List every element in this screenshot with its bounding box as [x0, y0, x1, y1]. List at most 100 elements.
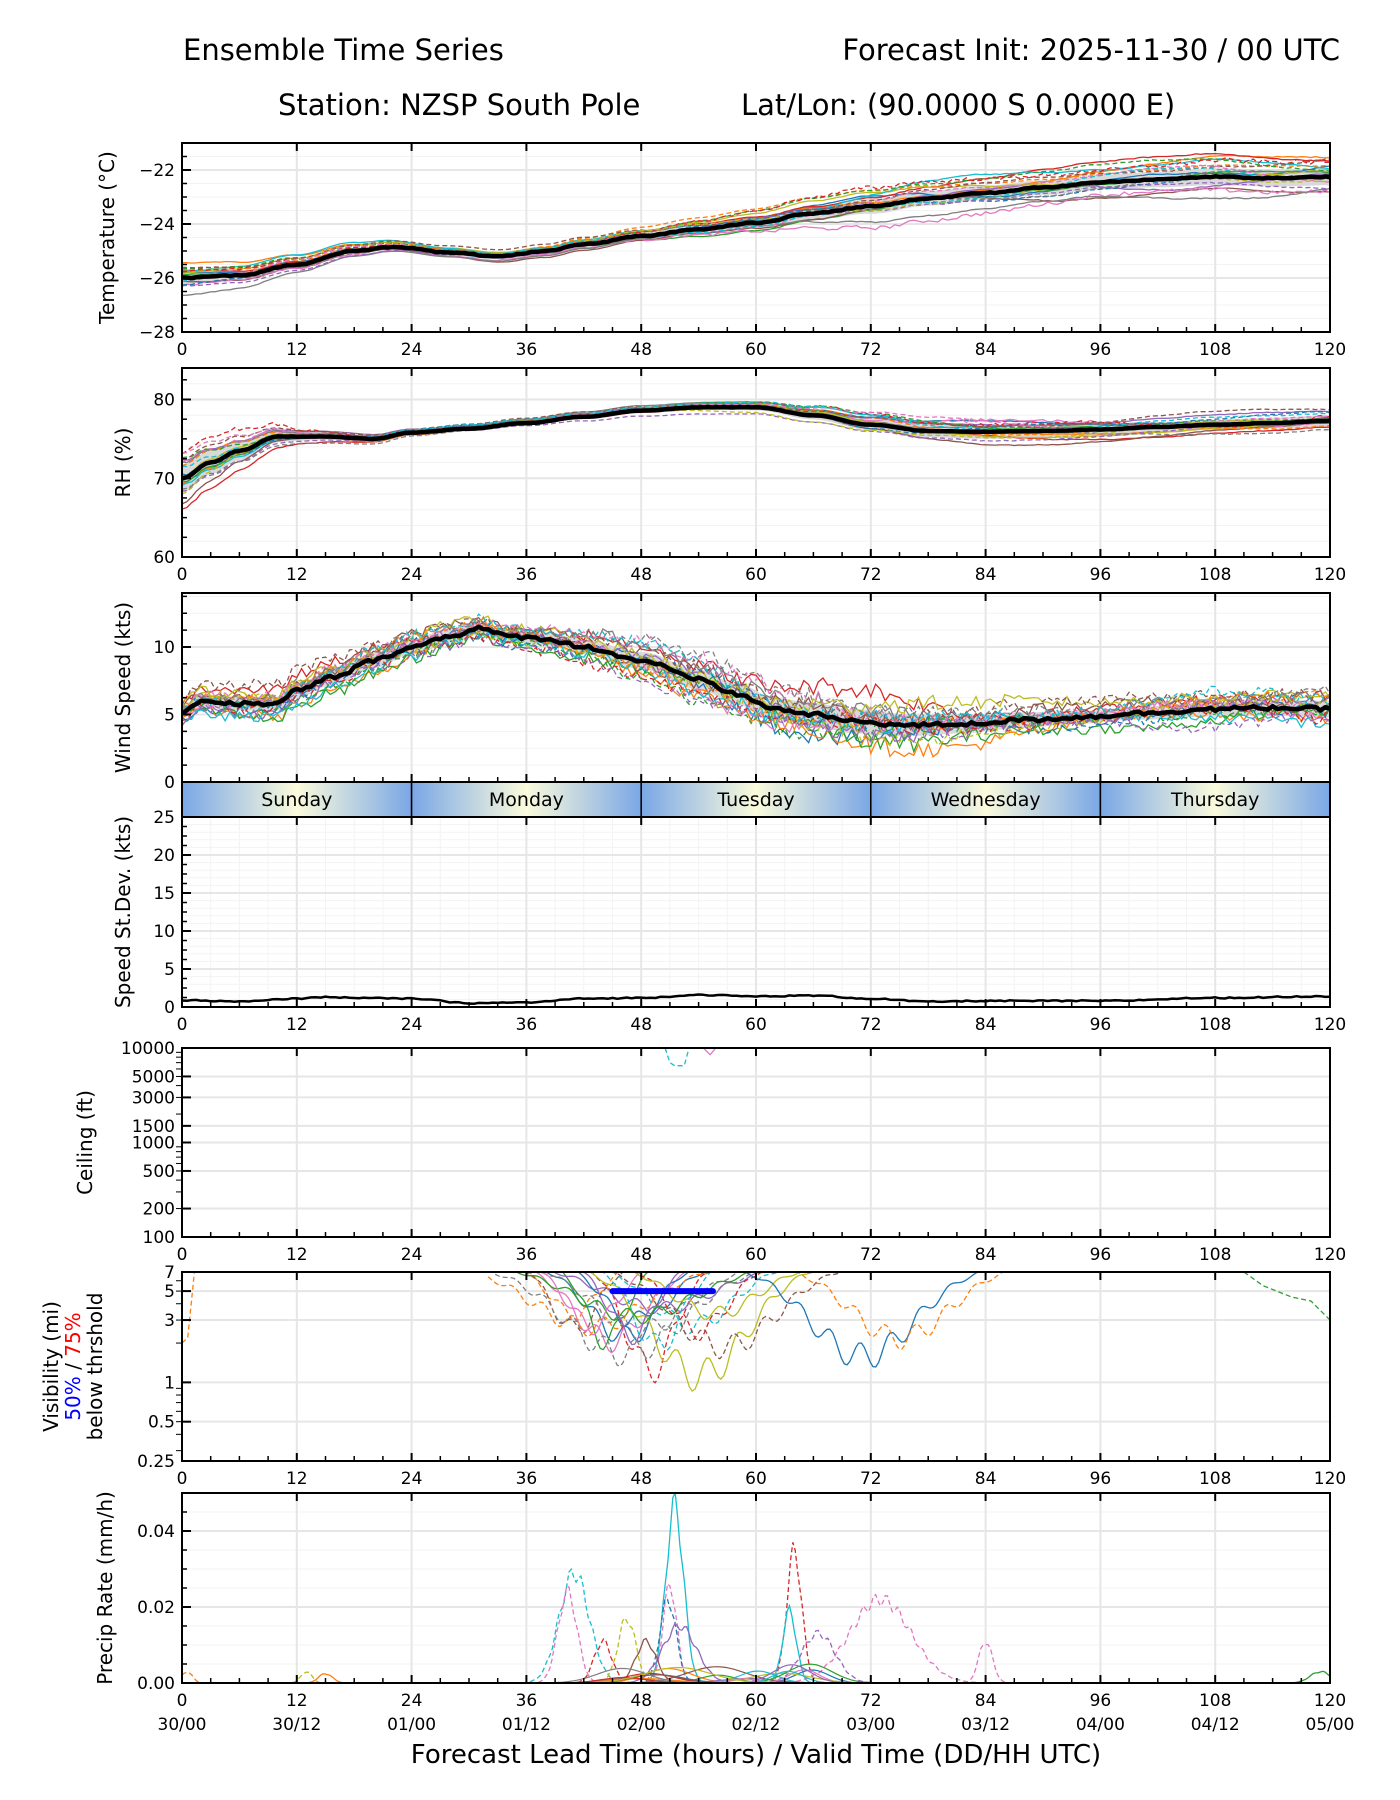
day-band: Sunday Monday Tuesday Wednesday Thursday [181, 781, 1331, 818]
x-tick-label: 96 [1090, 1691, 1112, 1711]
x-tick-label: 72 [860, 565, 882, 585]
x-tick-label: 108 [1199, 1245, 1231, 1265]
x-axis-label: Forecast Lead Time (hours) / Valid Time … [411, 1740, 1101, 1770]
threshold-sep: / [61, 1357, 85, 1376]
x-tick-label: 12 [286, 1245, 308, 1265]
x-valid-time-label: 30/12 [272, 1715, 321, 1735]
member-line [752, 1542, 836, 1683]
x-tick-label: 24 [401, 1469, 423, 1489]
day-cell-tuesday [640, 781, 872, 818]
ensemble-mean-line [182, 624, 1330, 729]
member-line [182, 158, 1330, 273]
member-line [182, 621, 1330, 723]
member-line [514, 1272, 762, 1325]
member-line [664, 1048, 690, 1067]
member-line [182, 631, 1330, 747]
y-tick-label: 0 [164, 998, 175, 1018]
day-label: Tuesday [716, 789, 794, 811]
day-label: Sunday [261, 789, 332, 811]
member-line [576, 1272, 690, 1328]
plot-area-rh [182, 368, 1330, 557]
x-tick-label: 12 [286, 1015, 308, 1035]
panel-wind: 0 5 10 Wind Speed (kts) [111, 592, 1331, 793]
member-line [489, 1272, 758, 1368]
x-tick-label: 84 [975, 1691, 997, 1711]
y-tick-label: 0 [164, 773, 175, 793]
y-axis-label: Visibility (mi) [39, 1301, 63, 1432]
x-valid-time-label: 01/12 [502, 1715, 551, 1735]
ensemble-mean-line [182, 174, 1330, 281]
x-tick-label: 12 [286, 1469, 308, 1489]
x-valid-time-label: 04/12 [1191, 1715, 1240, 1735]
member-line [610, 1272, 844, 1360]
y-tick-label: 15 [153, 884, 175, 904]
x-tick-label: 60 [745, 1015, 767, 1035]
plot-area-stdev [182, 817, 1330, 1007]
x-tick-label: 108 [1199, 565, 1231, 585]
y-tick-label: 20 [153, 846, 175, 866]
x-tick-label: 96 [1090, 565, 1112, 585]
day-label: Thursday [1170, 789, 1259, 811]
x-tick-label: 0 [177, 340, 188, 360]
ensemble-mean-line [182, 404, 1330, 481]
y-tick-label: 25 [153, 808, 175, 828]
x-tick-label: 120 [1314, 340, 1346, 360]
y-tick-label: 5 [164, 706, 175, 726]
member-line [182, 613, 1330, 731]
member-line [182, 181, 1330, 287]
y-tick-label: 0.00 [137, 1674, 175, 1694]
member-line [524, 1272, 624, 1334]
plot-area-visibility [182, 1272, 1330, 1461]
member-line [182, 401, 1330, 468]
plot-area-ceiling [182, 1048, 1330, 1237]
y-tick-label: 80 [153, 391, 175, 411]
y-tick-label: 10 [153, 638, 175, 658]
x-tick-label: 24 [401, 1245, 423, 1265]
y-tick-label: 0.25 [137, 1452, 175, 1472]
x-tick-label: 120 [1314, 1691, 1346, 1711]
member-line [182, 158, 1330, 269]
x-tick-label: 84 [975, 565, 997, 585]
member-line [583, 1622, 776, 1683]
y-tick-label: −28 [139, 323, 175, 343]
y-tick-label: 5000 [132, 1067, 175, 1087]
x-tick-label: 72 [860, 340, 882, 360]
y-axis-label-threshold: 50% / 75% [61, 1312, 85, 1420]
y-tick-label: 0.02 [137, 1598, 175, 1618]
x-tick-label: 60 [745, 565, 767, 585]
x-tick-label: 0 [177, 1245, 188, 1265]
y-tick-label: 500 [143, 1162, 175, 1182]
member-line [795, 1272, 1005, 1350]
y-axis-label: Precip Rate (mm/h) [93, 1491, 117, 1685]
y-tick-label: 3 [164, 1311, 175, 1331]
y-tick-label: 10000 [121, 1039, 175, 1059]
x-tick-label: 120 [1314, 1015, 1346, 1035]
x-tick-label: 60 [745, 340, 767, 360]
x-tick-label: 48 [630, 1015, 652, 1035]
x-tick-label: 12 [286, 1691, 308, 1711]
y-tick-label: 0.04 [137, 1522, 175, 1542]
x-valid-time-label: 01/00 [387, 1715, 436, 1735]
x-tick-label: 36 [516, 1015, 538, 1035]
member-line [538, 1272, 644, 1336]
y-tick-label: 0.5 [148, 1413, 175, 1433]
member-line [588, 1637, 704, 1683]
x-valid-time-label: 05/00 [1306, 1715, 1355, 1735]
x-valid-time-label: 04/00 [1076, 1715, 1125, 1735]
x-tick-label: 120 [1314, 1469, 1346, 1489]
member-line [275, 1671, 336, 1683]
y-axis-label-line3: below thrshold [83, 1293, 107, 1441]
member-line [702, 1048, 717, 1056]
x-valid-time-label: 02/00 [617, 1715, 666, 1735]
day-band-frame [181, 781, 1331, 818]
x-tick-label: 120 [1314, 1245, 1346, 1265]
x-tick-label: 72 [860, 1691, 882, 1711]
y-tick-label: 100 [143, 1228, 175, 1248]
latlon-label: Lat/Lon: (90.0000 S 0.0000 E) [741, 88, 1176, 122]
x-tick-label: 72 [860, 1469, 882, 1489]
member-line [514, 1585, 620, 1683]
member-line [743, 1272, 980, 1368]
day-cell-monday [410, 781, 642, 818]
title-right: Forecast Init: 2025-11-30 / 00 UTC [842, 33, 1340, 67]
y-tick-label: 5 [164, 960, 175, 980]
